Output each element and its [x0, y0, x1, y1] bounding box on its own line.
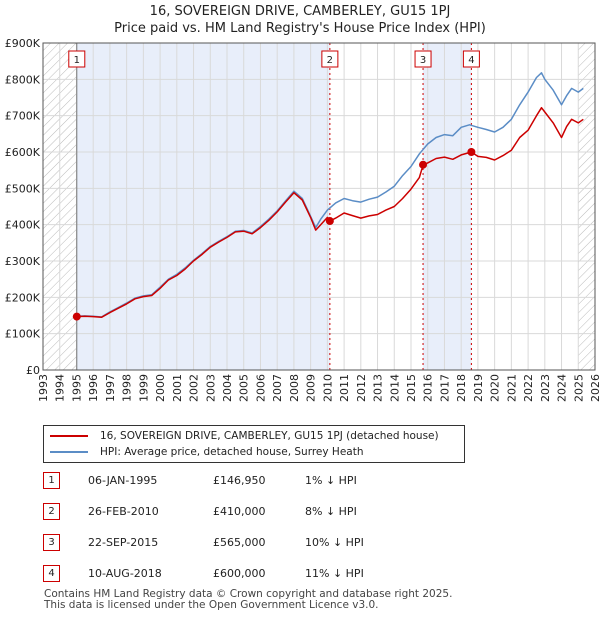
- x-tick-label: 2023: [539, 374, 552, 402]
- transaction-point: [325, 217, 334, 226]
- y-tick-label: £600K: [5, 146, 41, 159]
- x-tick-label: 2022: [522, 374, 535, 402]
- chart-title: 16, SOVEREIGN DRIVE, CAMBERLEY, GU15 1PJ…: [0, 3, 600, 37]
- legend-label-hpi: HPI: Average price, detached house, Surr…: [100, 446, 364, 458]
- transaction-point: [467, 148, 476, 156]
- property-series-line: [76, 106, 584, 319]
- transaction-hpi-diff: 10% ↓ HPI: [305, 536, 364, 549]
- x-tick-label: 1997: [104, 374, 117, 402]
- transaction-marker-label: 4: [468, 55, 474, 66]
- plot-frame: [42, 42, 596, 371]
- transaction-marker-box: [68, 50, 86, 68]
- x-tick-label: 1998: [121, 374, 134, 402]
- y-tick-label: £300K: [5, 255, 41, 268]
- transaction-badge: 4: [43, 565, 60, 582]
- legend-swatch-property: [50, 435, 88, 437]
- x-tick-label: 1994: [54, 374, 67, 402]
- transaction-marker-box: [321, 50, 339, 68]
- x-tick-label: 2012: [355, 374, 368, 402]
- x-tick-label: 2010: [321, 374, 334, 402]
- y-tick-label: £500K: [5, 182, 41, 195]
- transaction-point: [72, 312, 81, 321]
- x-tick-label: 2021: [505, 374, 518, 402]
- x-tick-label: 2015: [405, 374, 418, 402]
- transaction-hpi-diff: 8% ↓ HPI: [305, 505, 357, 518]
- y-tick-label: £0: [26, 364, 40, 377]
- transaction-badge: 2: [43, 503, 60, 520]
- x-tick-label: 2025: [572, 374, 585, 402]
- x-tick-label: 2004: [221, 374, 234, 402]
- x-tick-label: 1995: [70, 374, 83, 402]
- transaction-point: [419, 160, 428, 169]
- chart-title-text: 16, SOVEREIGN DRIVE, CAMBERLEY, GU15 1PJ: [149, 4, 451, 19]
- legend-item-hpi: HPI: Average price, detached house, Surr…: [50, 445, 363, 460]
- table-row: 2 26-FEB-2010 £410,000 8% ↓ HPI: [43, 503, 373, 534]
- transaction-marker-label: 2: [327, 55, 333, 66]
- transaction-marker-label: 1: [74, 55, 80, 66]
- transaction-marker-box: [414, 50, 432, 68]
- x-tick-label: 1993: [37, 374, 50, 402]
- x-tick-label: 2003: [204, 374, 217, 402]
- y-tick-label: £100K: [5, 328, 41, 341]
- ownership-shade: [423, 43, 472, 370]
- x-tick-label: 2009: [305, 374, 318, 402]
- price-chart: 1 2 3 4 £0 £100K £200K £300K £400K £500K £600K £70…: [5, 37, 600, 402]
- footer-line-2: This data is licensed under the Open Gov…: [44, 599, 379, 611]
- y-tick-label: £900K: [5, 37, 41, 50]
- x-tick-label: 1996: [87, 374, 100, 402]
- x-tick-label: 2006: [254, 374, 267, 402]
- y-tick-label: £800K: [5, 73, 41, 86]
- transaction-date: 26-FEB-2010: [88, 505, 159, 518]
- x-tick-label: 2000: [154, 374, 167, 402]
- x-tick-label: 2019: [472, 374, 485, 402]
- y-tick-label: £400K: [5, 219, 41, 232]
- x-tick-label: 2024: [556, 374, 569, 402]
- chart-subtitle-text: Price paid vs. HM Land Registry's House …: [114, 21, 486, 36]
- footer-attribution: Contains HM Land Registry data © Crown c…: [44, 589, 452, 611]
- y-tick-label: £200K: [5, 291, 41, 304]
- chart-legend: 16, SOVEREIGN DRIVE, CAMBERLEY, GU15 1PJ…: [43, 425, 465, 463]
- transaction-price: £146,950: [213, 474, 266, 487]
- x-tick-label: 2026: [589, 374, 600, 402]
- transaction-hpi-diff: 11% ↓ HPI: [305, 567, 364, 580]
- table-row: 3 22-SEP-2015 £565,000 10% ↓ HPI: [43, 534, 373, 565]
- transaction-price: £565,000: [213, 536, 266, 549]
- transaction-marker-box: [462, 50, 480, 68]
- x-tick-label: 2014: [388, 374, 401, 402]
- x-tick-label: 2017: [438, 374, 451, 402]
- transaction-badge: 3: [43, 534, 60, 551]
- x-tick-label: 2016: [422, 374, 435, 402]
- transaction-price: £410,000: [213, 505, 266, 518]
- legend-label-property: 16, SOVEREIGN DRIVE, CAMBERLEY, GU15 1PJ…: [100, 430, 439, 442]
- x-tick-label: 2005: [238, 374, 251, 402]
- transaction-hpi-diff: 1% ↓ HPI: [305, 474, 357, 487]
- legend-swatch-hpi: [50, 451, 88, 453]
- x-tick-label: 2002: [188, 374, 201, 402]
- legend-item-property: 16, SOVEREIGN DRIVE, CAMBERLEY, GU15 1PJ…: [50, 429, 439, 444]
- footer-line-1: Contains HM Land Registry data © Crown c…: [44, 588, 453, 600]
- table-row: 4 10-AUG-2018 £600,000 11% ↓ HPI: [43, 565, 373, 596]
- x-tick-label: 2020: [489, 374, 502, 402]
- transaction-price: £600,000: [213, 567, 266, 580]
- transaction-date: 10-AUG-2018: [88, 567, 162, 580]
- ownership-shade: [76, 43, 330, 370]
- transaction-date: 06-JAN-1995: [88, 474, 158, 487]
- table-row: 1 06-JAN-1995 £146,950 1% ↓ HPI: [43, 472, 373, 503]
- hatched-region-end: [578, 43, 595, 370]
- transactions-table: 1 06-JAN-1995 £146,950 1% ↓ HPI 2 26-FEB…: [43, 472, 373, 596]
- y-tick-label: £700K: [5, 110, 41, 123]
- x-tick-label: 2013: [372, 374, 385, 402]
- transaction-badge: 1: [43, 472, 60, 489]
- x-tick-label: 1999: [137, 374, 150, 402]
- x-tick-label: 2008: [288, 374, 301, 402]
- x-tick-label: 2001: [171, 374, 184, 402]
- transaction-marker-label: 3: [420, 55, 426, 66]
- x-tick-label: 2007: [271, 374, 284, 402]
- x-tick-label: 2011: [338, 374, 351, 402]
- x-tick-label: 2018: [455, 374, 468, 402]
- transaction-date: 22-SEP-2015: [88, 536, 159, 549]
